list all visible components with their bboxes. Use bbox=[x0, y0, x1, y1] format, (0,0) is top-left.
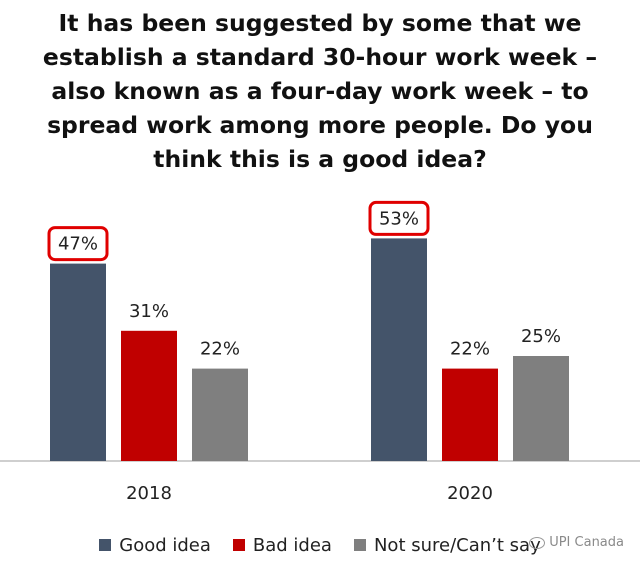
legend-swatch-bad-idea bbox=[232, 539, 245, 551]
bar-2020-3 bbox=[513, 356, 569, 461]
watermark: UPI Canada bbox=[529, 535, 624, 550]
data-label-2018-3: 22% bbox=[200, 339, 240, 360]
bar-2018-1 bbox=[50, 263, 106, 461]
legend-item-good-idea: Good idea bbox=[99, 535, 211, 556]
legend-label-good-idea: Good idea bbox=[119, 534, 211, 556]
bar-2018-3 bbox=[192, 368, 248, 461]
highlight-box-2018 bbox=[47, 226, 109, 262]
chart-title: It has been suggested by some that we es… bbox=[20, 6, 620, 176]
wechat-icon bbox=[529, 536, 546, 549]
legend: Good idea Bad idea Not sure/Can’t say bbox=[0, 531, 640, 559]
legend-item-not-sure: Not sure/Can’t say bbox=[353, 534, 541, 556]
data-label-2020-3: 25% bbox=[521, 326, 561, 347]
category-label-2018: 2018 bbox=[126, 483, 172, 504]
title-line-4: spread work among more people. Do you bbox=[47, 111, 593, 139]
bar-2020-1 bbox=[371, 238, 427, 461]
bar-2020-2 bbox=[442, 368, 498, 461]
watermark-text: UPI Canada bbox=[549, 535, 624, 550]
legend-swatch-not-sure bbox=[353, 539, 366, 551]
legend-item-bad-idea: Bad idea bbox=[232, 534, 332, 556]
data-label-2018-1: 47% bbox=[58, 234, 98, 255]
highlight-box-2020 bbox=[368, 200, 430, 236]
legend-label-not-sure: Not sure/Can’t say bbox=[373, 534, 541, 556]
data-label-2020-2: 22% bbox=[450, 339, 490, 360]
bar-2018-2 bbox=[121, 330, 177, 461]
legend-swatch-good-idea bbox=[99, 539, 112, 551]
data-label-2020-1: 53% bbox=[379, 208, 419, 229]
category-label-2020: 2020 bbox=[447, 483, 493, 504]
title-line-3: also known as a four-day work week – to bbox=[51, 77, 589, 105]
data-label-2018-2: 31% bbox=[129, 301, 169, 322]
title-line-2: establish a standard 30-hour work week – bbox=[42, 43, 598, 71]
legend-label-bad-idea: Bad idea bbox=[252, 534, 332, 556]
title-line-1: It has been suggested by some that we bbox=[58, 9, 582, 37]
title-line-5: think this is a good idea? bbox=[153, 145, 487, 173]
